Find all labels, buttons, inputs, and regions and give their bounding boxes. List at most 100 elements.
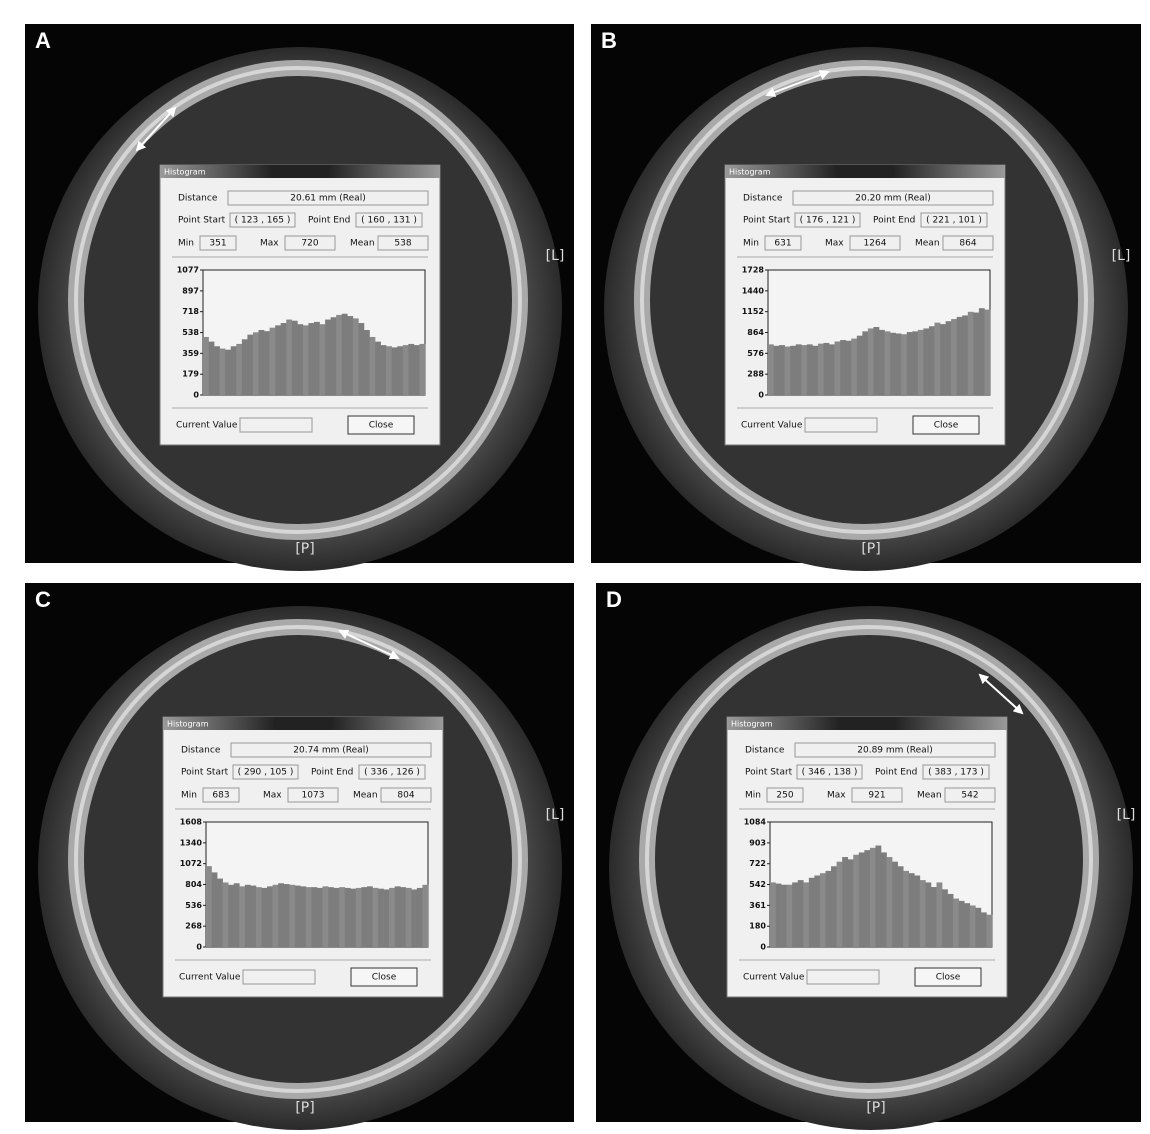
histogram-bar [222,882,229,947]
orientation-left: [L] [546,807,565,823]
close-button-label[interactable]: Close [934,421,959,431]
y-tick-label: 1072 [180,859,202,868]
mean-label: Mean [353,791,378,801]
histogram-bar [244,884,251,947]
orientation-left: [L] [1112,248,1131,264]
histogram-bar [930,887,937,947]
histogram-bar [380,345,387,395]
histogram-bar [934,322,941,395]
close-button[interactable]: Close [350,967,418,987]
max-label: Max [827,791,846,801]
close-button-box[interactable] [914,967,982,987]
min-label: Min [181,791,197,801]
dialog-titlebar [725,165,1005,178]
histogram-bar [211,872,218,947]
histogram-dialog: Histogram Distance 20.74 mm (Real) Point St… [162,716,444,998]
orientation-posterior: [P] [866,1100,885,1116]
histogram-bar [255,887,262,947]
histogram-bar [986,914,993,947]
point-start-value: ( 176 , 121 ) [800,216,856,226]
panel-letter: B [601,28,617,53]
mean-value-field [377,235,429,251]
mean-value-field [944,787,996,803]
max-label: Max [263,791,282,801]
close-button-box[interactable] [912,415,980,435]
histogram-bar [912,331,919,395]
close-button-label[interactable]: Close [936,973,961,983]
histogram-bar [923,328,930,395]
y-tick-label: 722 [749,859,766,868]
close-button-box[interactable] [350,967,418,987]
skull-inner-edge [74,625,522,1093]
point-end-value-field [920,212,988,228]
histogram-bar [272,884,279,947]
histogram-bar [958,900,965,947]
mean-value: 804 [397,791,414,801]
histogram-bar [302,325,309,395]
measure-arrow [978,673,1024,715]
histogram-bar [951,319,957,395]
histogram-bar [812,345,819,395]
distance-value-field [792,190,994,206]
histogram-bar [790,345,797,395]
measure-arrow [338,629,400,660]
histogram-bar [897,866,904,947]
histogram-bar [886,857,893,947]
histogram-bar [768,344,774,395]
histogram-bar [250,885,257,947]
histogram-bar [317,887,323,947]
point-start-value: ( 290 , 105 ) [238,768,294,778]
max-value: 720 [301,239,318,249]
close-button-label[interactable]: Close [372,973,397,983]
y-tick-label: 179 [182,370,199,379]
point-end-label: Point End [308,216,350,226]
histogram-bar [322,886,329,947]
close-button[interactable]: Close [914,967,982,987]
y-tick-label: 804 [185,880,202,889]
histogram-bar [831,866,837,947]
close-button[interactable]: Close [347,415,415,435]
histogram-bar [314,321,320,395]
min-label: Min [745,791,761,801]
current-value-label: Current Value [176,421,238,431]
histogram-bar [278,883,284,947]
point-start-label: Point Start [743,216,791,226]
min-value-field [764,235,802,251]
close-button[interactable]: Close [912,415,980,435]
histogram-bar [344,887,351,947]
histogram-bar [239,886,246,947]
dialog-title: Histogram [731,720,773,729]
y-tick-label: 536 [185,901,202,910]
histogram-bar [914,875,921,947]
histogram-bar [378,888,384,947]
histogram-bar [358,323,365,395]
histogram-bar [300,886,307,947]
point-start-value-field [229,212,296,228]
histogram-bar [817,343,824,395]
distance-label: Distance [743,194,783,204]
histogram-bar [879,329,885,395]
dialog-title: Histogram [167,720,209,729]
histogram-bar [803,882,810,947]
distance-label: Distance [745,746,785,756]
distance-label: Distance [181,746,221,756]
close-button-label[interactable]: Close [369,421,394,431]
histogram-bar [945,321,952,395]
histogram-bar [775,883,782,947]
point-start-value-field [796,764,863,780]
histogram-bar [325,319,331,395]
histogram-bar [347,316,354,395]
histogram-bar [383,889,390,947]
histogram-bar [858,852,865,947]
current-value-field [242,969,316,985]
min-value-field [202,787,240,803]
histogram-bar [947,893,954,947]
y-tick-label: 361 [749,901,766,910]
histogram-bar [956,316,963,395]
close-button-box[interactable] [347,415,415,435]
mean-value: 864 [959,239,976,249]
histogram-bar [881,852,887,947]
histogram-bar [394,886,401,947]
histogram-bar [366,886,373,947]
point-end-label: Point End [875,768,917,778]
